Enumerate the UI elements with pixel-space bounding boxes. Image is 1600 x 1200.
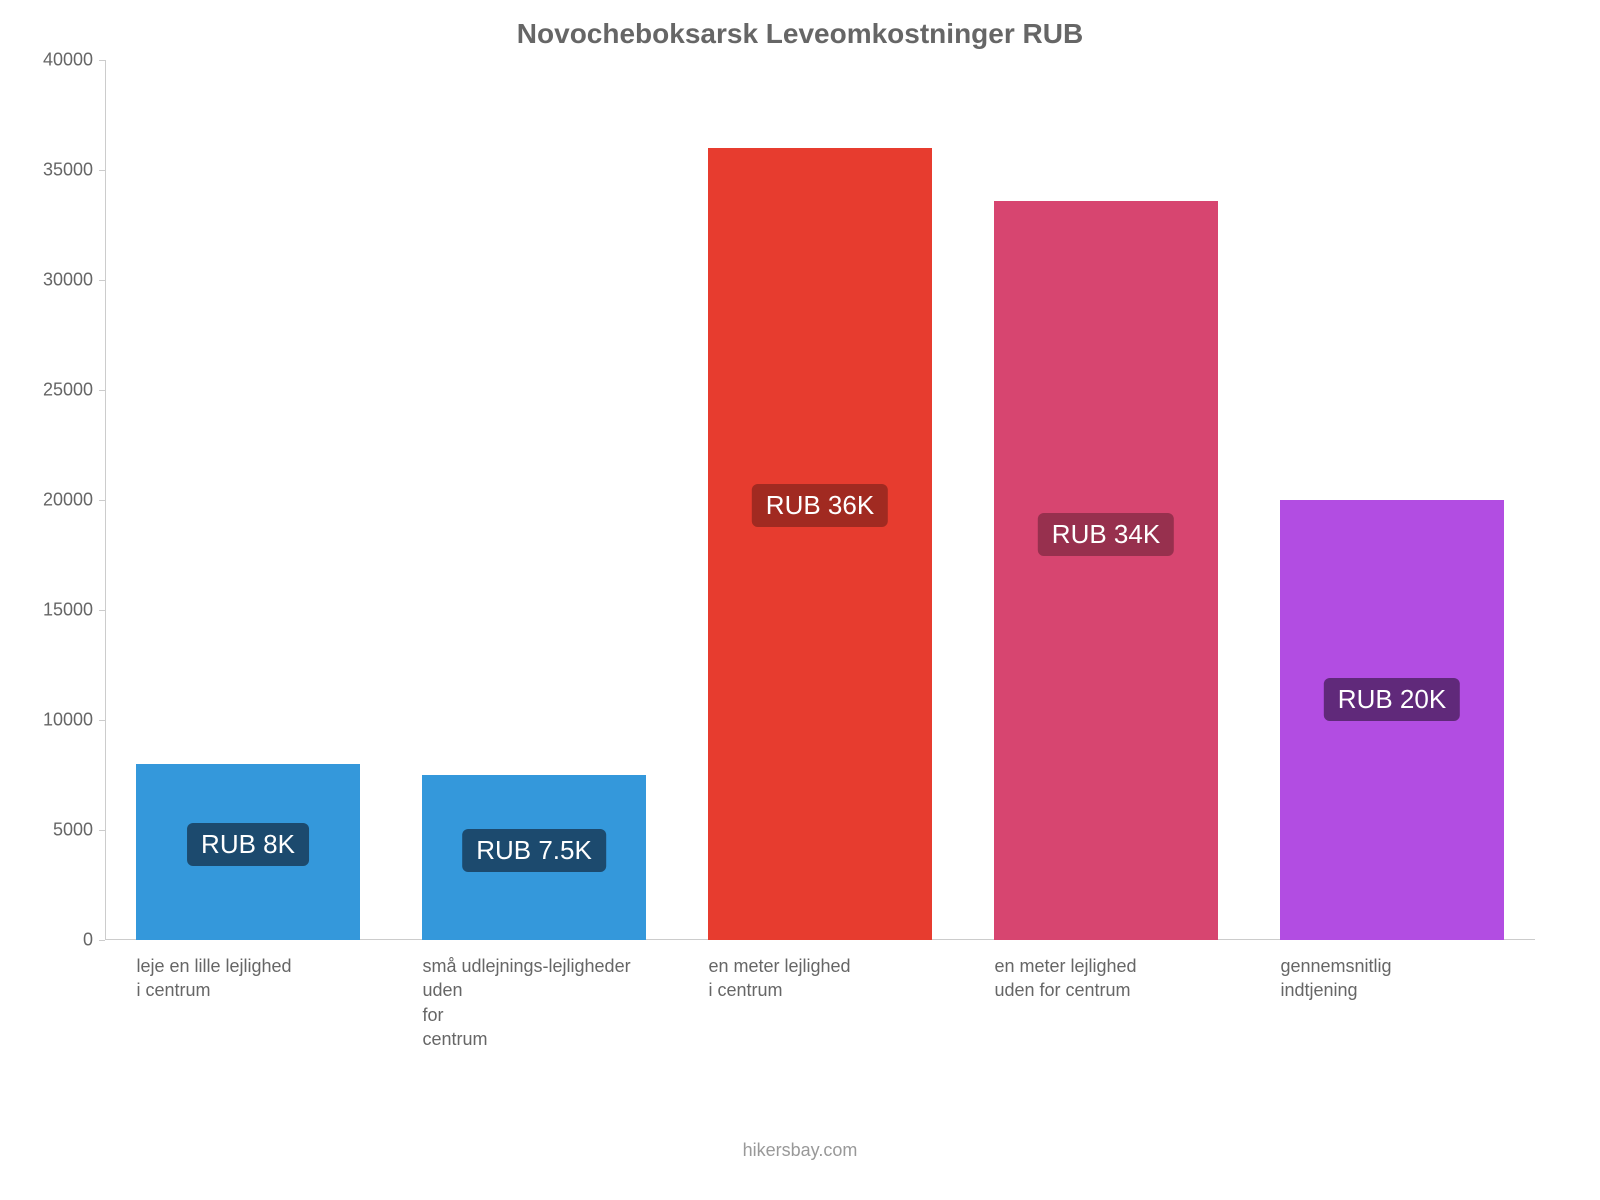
y-tick-mark — [99, 390, 105, 391]
x-tick-label: en meter lejlighed i centrum — [708, 940, 931, 1003]
y-tick-label: 35000 — [43, 160, 105, 181]
bar — [708, 148, 931, 940]
chart-title: Novocheboksarsk Leveomkostninger RUB — [0, 18, 1600, 50]
y-tick-mark — [99, 940, 105, 941]
x-tick-label: en meter lejlighed uden for centrum — [994, 940, 1217, 1003]
y-tick-label: 25000 — [43, 380, 105, 401]
value-badge: RUB 7.5K — [462, 829, 606, 872]
x-tick-label: gennemsnitlig indtjening — [1280, 940, 1503, 1003]
y-tick-mark — [99, 280, 105, 281]
plot-area: RUB 8KRUB 7.5KRUB 36KRUB 34KRUB 20K 0500… — [105, 60, 1535, 940]
y-tick-mark — [99, 170, 105, 171]
value-badge: RUB 20K — [1324, 678, 1460, 721]
y-tick-label: 30000 — [43, 270, 105, 291]
bars-container: RUB 8K RUB 7.5K RUB 36K RUB 34K RUB 20K — [105, 60, 1535, 940]
y-tick-label: 20000 — [43, 490, 105, 511]
y-tick-mark — [99, 60, 105, 61]
cost-of-living-chart: Novocheboksarsk Leveomkostninger RUB RUB… — [0, 0, 1600, 1200]
value-badge: RUB 34K — [1038, 513, 1174, 556]
y-tick-mark — [99, 830, 105, 831]
y-tick-label: 5000 — [53, 820, 105, 841]
credit-text: hikersbay.com — [0, 1140, 1600, 1161]
y-tick-mark — [99, 610, 105, 611]
value-badge: RUB 8K — [187, 823, 309, 866]
x-tick-label: leje en lille lejlighed i centrum — [136, 940, 359, 1003]
y-tick-label: 40000 — [43, 50, 105, 71]
y-tick-label: 15000 — [43, 600, 105, 621]
y-tick-label: 10000 — [43, 710, 105, 731]
value-badge: RUB 36K — [752, 484, 888, 527]
y-tick-mark — [99, 500, 105, 501]
x-tick-label: små udlejnings-lejligheder uden for cent… — [422, 940, 645, 1051]
y-tick-mark — [99, 720, 105, 721]
bar — [994, 201, 1217, 940]
